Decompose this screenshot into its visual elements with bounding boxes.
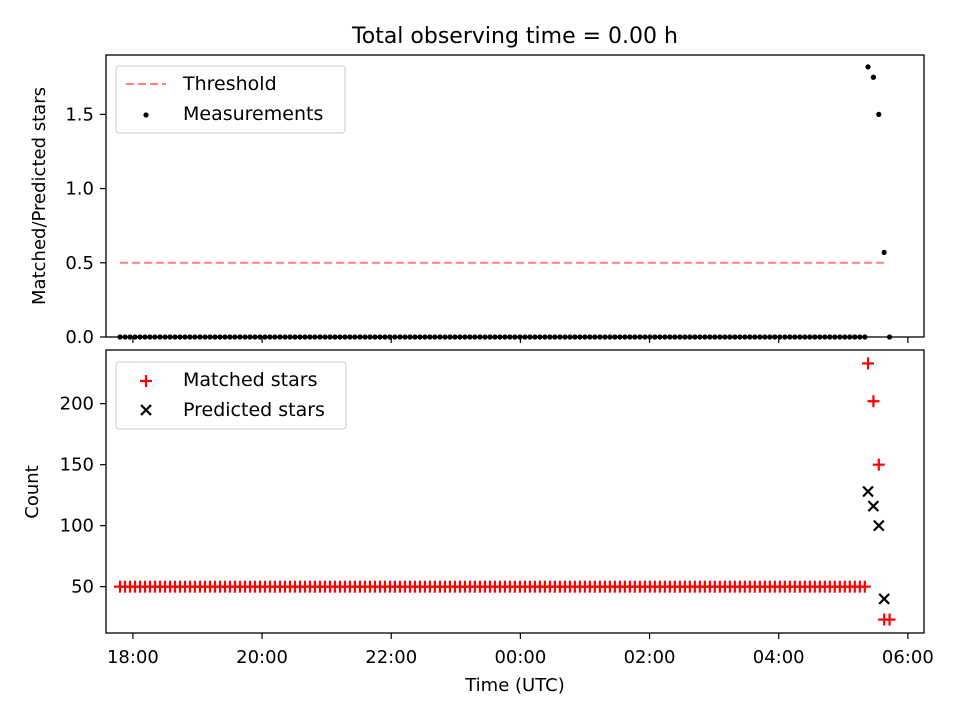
bottom-y-tick-label: 200 — [60, 394, 94, 415]
legend-matched-label: Matched stars — [183, 369, 317, 391]
bottom-y-tick-label: 150 — [60, 455, 94, 476]
top-legend: Threshold Measurements — [115, 65, 346, 134]
bottom-x-tick-label: 22:00 — [365, 647, 417, 668]
matched-point — [862, 357, 875, 370]
bottom-x-tick-label: 00:00 — [494, 647, 546, 668]
bottom-x-axis: 18:00 20:00 22:00 00:00 02:00 04:00 06:00 — [107, 633, 934, 668]
predicted-point — [873, 519, 885, 532]
legend-threshold-label: Threshold — [182, 73, 277, 95]
matched-point — [867, 395, 880, 408]
matched-point — [883, 613, 896, 626]
top-y-axis: 0.0 0.5 1.0 1.5 — [65, 104, 106, 348]
bottom-panel: 50 100 150 200 18:00 20:00 22:00 00:00 02:00 04:… — [22, 349, 934, 696]
bottom-y-label: Count — [22, 465, 43, 518]
top-y-tick-label: 1.5 — [65, 104, 94, 125]
top-legend-box — [115, 65, 346, 134]
bottom-legend-box — [115, 361, 347, 430]
predicted-point — [867, 500, 880, 512]
bottom-y-tick-label: 100 — [60, 516, 94, 537]
measurement-point — [881, 249, 887, 255]
top-axes-frame — [105, 54, 925, 338]
measurement-point — [865, 64, 871, 70]
top-x-axis — [132, 337, 909, 343]
matched-point — [858, 580, 871, 593]
measurement-point — [876, 111, 882, 117]
top-y-tick-label: 1.0 — [65, 179, 94, 200]
bottom-x-tick-label: 02:00 — [624, 647, 676, 668]
bottom-plot-area — [113, 357, 896, 626]
top-y-tick-label: 0.0 — [65, 327, 94, 348]
matched-point — [872, 458, 885, 471]
bottom-y-tick-label: 50 — [71, 577, 94, 598]
top-panel: 0.0 0.5 1.0 1.5 Matched/Predicted stars Thr… — [29, 54, 925, 348]
legend-matched-swatch — [140, 375, 152, 387]
legend-predicted-swatch — [140, 404, 152, 416]
predicted-point — [878, 593, 890, 605]
bottom-x-tick-label: 20:00 — [236, 647, 288, 668]
legend-measurement-swatch — [143, 112, 149, 118]
legend-predicted-label: Predicted stars — [183, 399, 325, 421]
x-axis-label: Time (UTC) — [464, 675, 565, 696]
legend-measurement-label: Measurements — [183, 103, 323, 125]
bottom-x-tick-label: 06:00 — [882, 647, 934, 668]
bottom-y-axis: 50 100 150 200 — [60, 394, 106, 598]
bottom-legend: Matched stars Predicted stars — [115, 361, 347, 430]
figure-title: Total observing time = 0.00 h — [351, 24, 678, 49]
top-y-tick-label: 0.5 — [65, 253, 94, 274]
top-y-label: Matched/Predicted stars — [29, 87, 50, 305]
predicted-point — [862, 485, 874, 498]
measurement-point — [870, 74, 877, 80]
bottom-x-tick-label: 18:00 — [107, 647, 159, 668]
bottom-x-tick-label: 04:00 — [753, 647, 805, 668]
bottom-axes-frame — [105, 349, 925, 634]
